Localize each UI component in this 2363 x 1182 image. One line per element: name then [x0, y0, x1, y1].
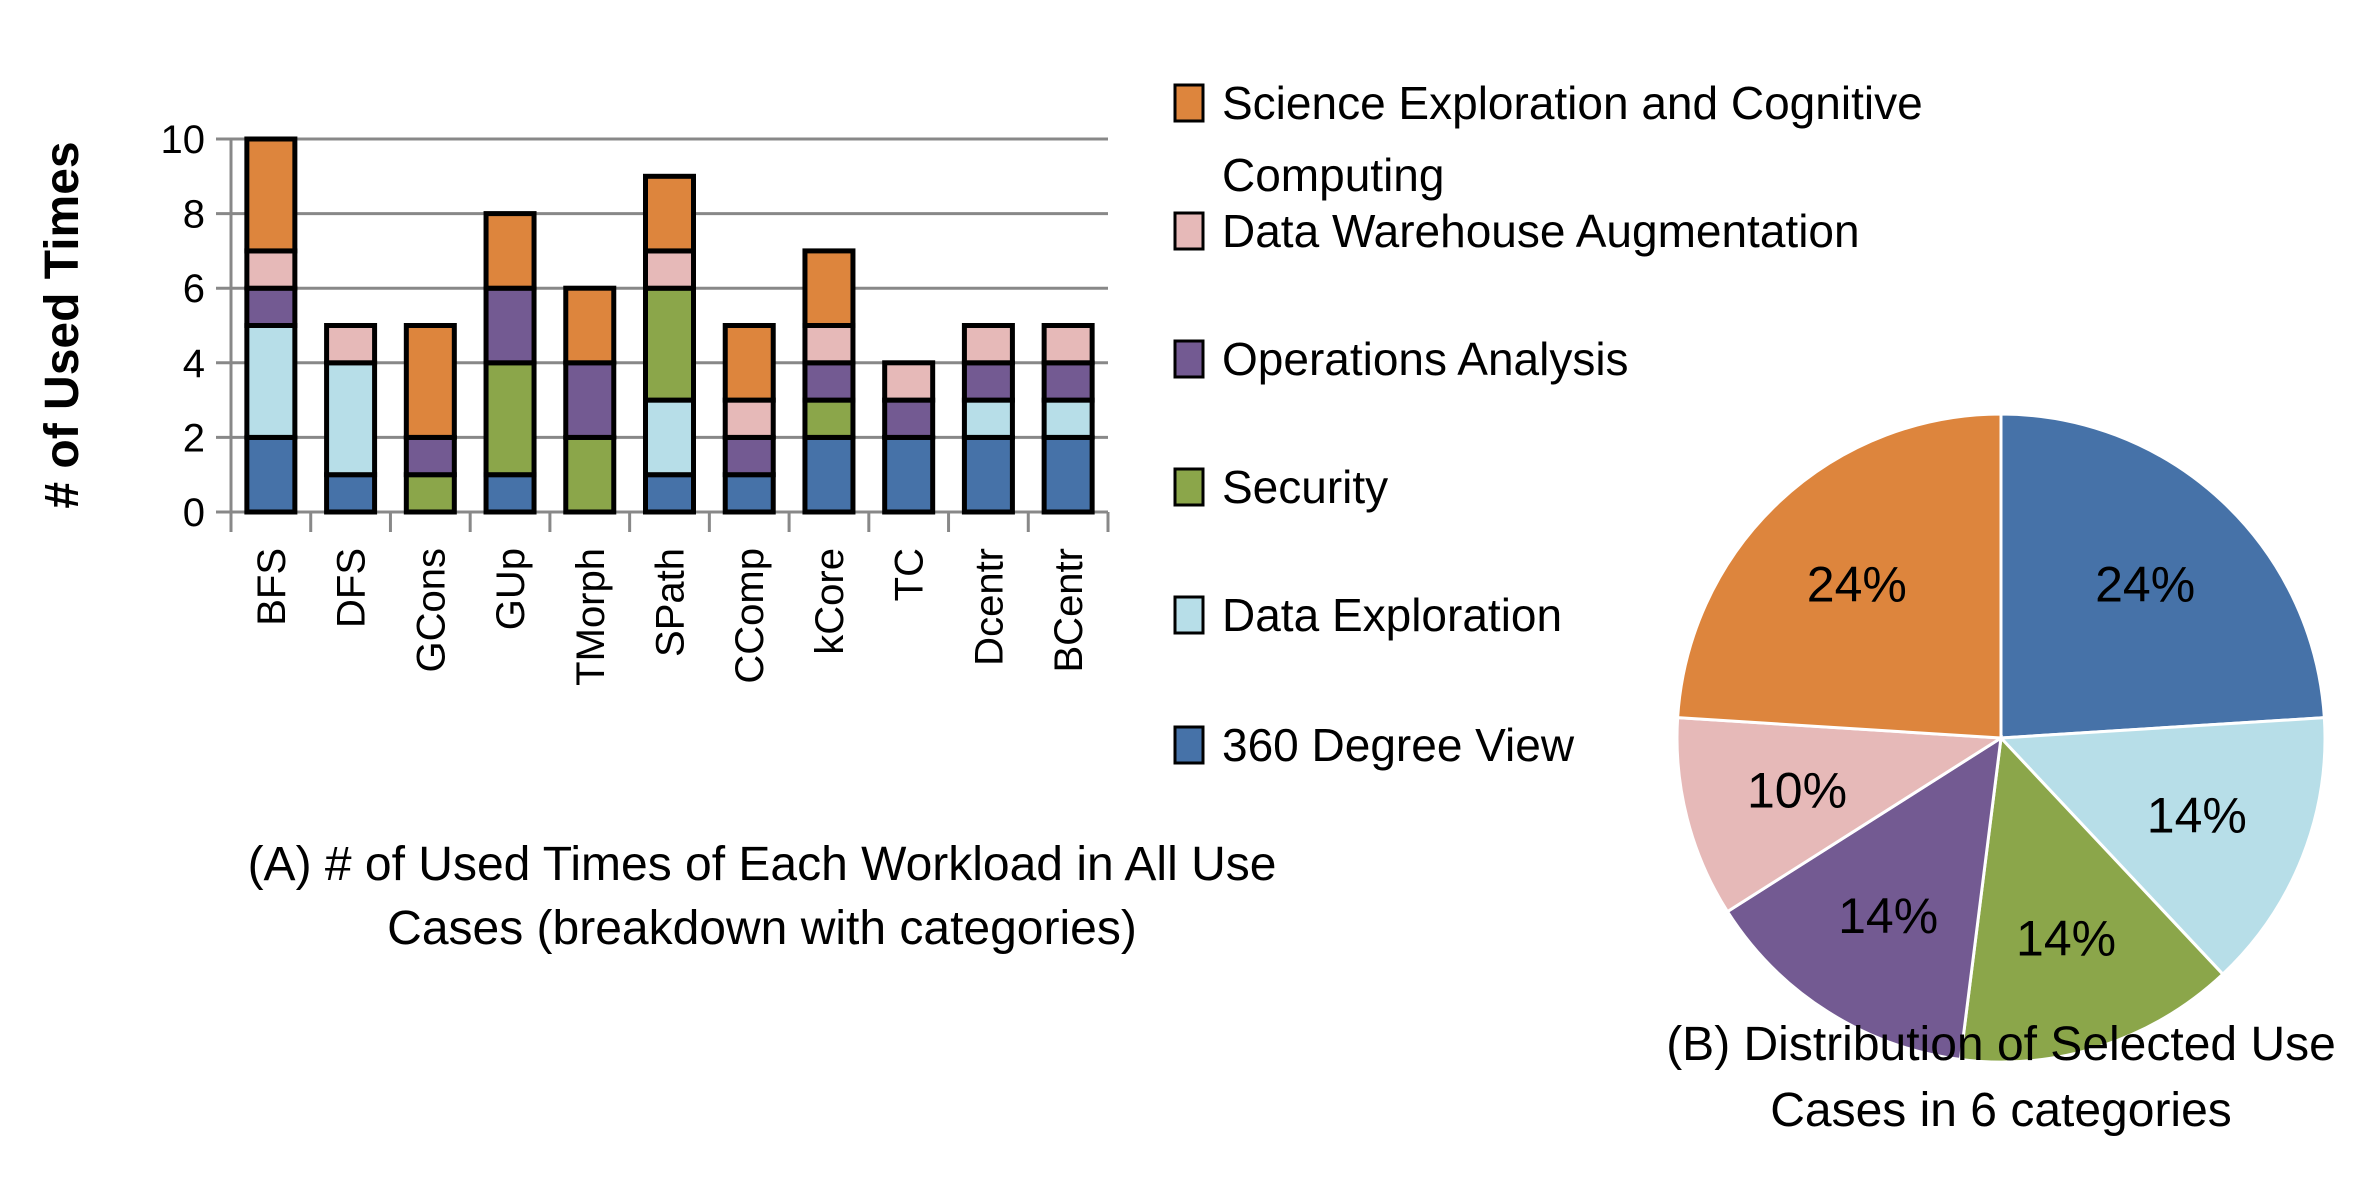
bar-segment — [961, 360, 1015, 403]
bar-segment — [403, 323, 457, 440]
pie-slice — [1675, 716, 2006, 914]
y-tick-label: 2 — [183, 416, 205, 460]
y-tick-label: 6 — [183, 267, 205, 311]
bar-segment — [483, 360, 537, 478]
x-tick-label: TC — [888, 548, 932, 601]
x-tick-label: CComp — [728, 548, 772, 684]
bar-segment — [403, 434, 457, 478]
pie-chart: 24% 14% 14% 14% 10% 24% — [1675, 412, 2327, 1064]
bar-segment — [802, 360, 856, 403]
bar-segment — [643, 173, 696, 254]
bar-segment — [802, 397, 856, 440]
bar-segment — [1041, 323, 1095, 366]
legend-label: Data Warehouse Augmentation — [1222, 205, 1860, 257]
bar-segment — [1041, 360, 1095, 403]
pie-slice — [1958, 734, 2225, 1064]
bar-segment — [802, 248, 856, 328]
legend-swatch — [1173, 83, 1205, 123]
bar-segment — [643, 397, 696, 478]
bar-segment — [244, 248, 298, 291]
x-tick-label: BFS — [250, 548, 294, 626]
bar-segment — [244, 285, 298, 329]
pie-slice-label: 14% — [1838, 888, 1938, 944]
legend-swatch — [1173, 725, 1205, 765]
y-axis-title: # of Used Times — [36, 141, 89, 508]
bar-segment — [1041, 434, 1095, 515]
bar-segment — [961, 397, 1015, 440]
legend-swatch — [1173, 211, 1205, 251]
bar-segment — [882, 397, 936, 440]
bar-segment — [802, 323, 856, 366]
bar-segment — [563, 285, 617, 366]
stacked-bar-chart: 0 2 4 6 8 10 BFS DFS GCons GUp TMorph SPath CComp kCo… — [161, 118, 1110, 686]
bar-segment — [324, 323, 378, 366]
bar-segment — [244, 323, 298, 440]
pie-chart-caption-line-2: Cases in 6 categories — [1770, 1084, 2232, 1137]
bar-segment — [643, 248, 696, 291]
bar-segment — [563, 360, 617, 440]
bar-segment — [722, 397, 776, 440]
x-tick-label: Dcentr — [967, 548, 1011, 666]
x-tick-label: TMorph — [569, 548, 613, 686]
bar-segment — [961, 323, 1015, 366]
bar-segment — [882, 434, 936, 515]
x-tick-label: GUp — [489, 548, 533, 630]
bar-segment — [722, 472, 776, 515]
pie-slice-label: 10% — [1747, 762, 1847, 818]
legend: Science Exploration and Cognitive Computi… — [1173, 77, 1923, 771]
y-tick-label: 8 — [183, 193, 205, 237]
bar-segment — [244, 136, 298, 254]
y-tick-label: 10 — [161, 118, 206, 162]
bar-segment — [882, 360, 936, 403]
bar-segment — [483, 285, 537, 366]
pie-slice-label: 14% — [2016, 910, 2116, 966]
x-tick-label: SPath — [649, 548, 693, 657]
pie-slice — [1999, 412, 2326, 740]
bar-segment — [324, 360, 378, 478]
pie-chart-caption-line-1: (B) Distribution of Selected Use — [1666, 1018, 2336, 1071]
legend-swatch — [1173, 339, 1205, 379]
bar-segment — [403, 472, 457, 515]
legend-label: Operations Analysis — [1222, 333, 1629, 385]
pie-slice — [1997, 716, 2327, 977]
legend-swatch — [1173, 467, 1205, 507]
x-tick-label: DFS — [330, 548, 374, 628]
pie-slice-label: 14% — [2147, 788, 2247, 844]
bar-segment — [244, 434, 298, 515]
legend-label: 360 Degree View — [1222, 719, 1575, 771]
bar-segment — [324, 472, 378, 515]
bar-segment — [802, 434, 856, 515]
x-tick-label: BCentr — [1047, 548, 1091, 673]
pie-slice — [1725, 735, 2003, 1062]
pie-slice-label: 24% — [1807, 556, 1907, 612]
bar-segment — [483, 211, 537, 291]
bar-segment — [563, 434, 617, 515]
bar-segment — [643, 472, 696, 515]
legend-label: Science Exploration and Cognitive — [1222, 77, 1923, 129]
pie-slice-label: 24% — [2095, 556, 2195, 612]
legend-swatch — [1173, 595, 1205, 635]
bar-segment — [722, 323, 776, 403]
legend-label: Computing — [1222, 149, 1444, 201]
bar-chart-caption-line-1: (A) # of Used Times of Each Workload in … — [248, 838, 1277, 891]
x-tick-label: GCons — [409, 548, 453, 673]
y-tick-label: 0 — [183, 491, 205, 535]
bar-segment — [643, 285, 696, 403]
bar-segment — [961, 434, 1015, 515]
y-tick-label: 4 — [183, 342, 205, 386]
pie-slice — [1676, 412, 2003, 740]
x-tick-label: kCore — [808, 548, 852, 655]
bar-segment — [483, 472, 537, 515]
bar-segment — [722, 434, 776, 478]
legend-label: Security — [1222, 461, 1388, 513]
bar-segment — [1041, 397, 1095, 440]
bar-chart-caption-line-2: Cases (breakdown with categories) — [387, 902, 1137, 955]
legend-label: Data Exploration — [1222, 589, 1562, 641]
